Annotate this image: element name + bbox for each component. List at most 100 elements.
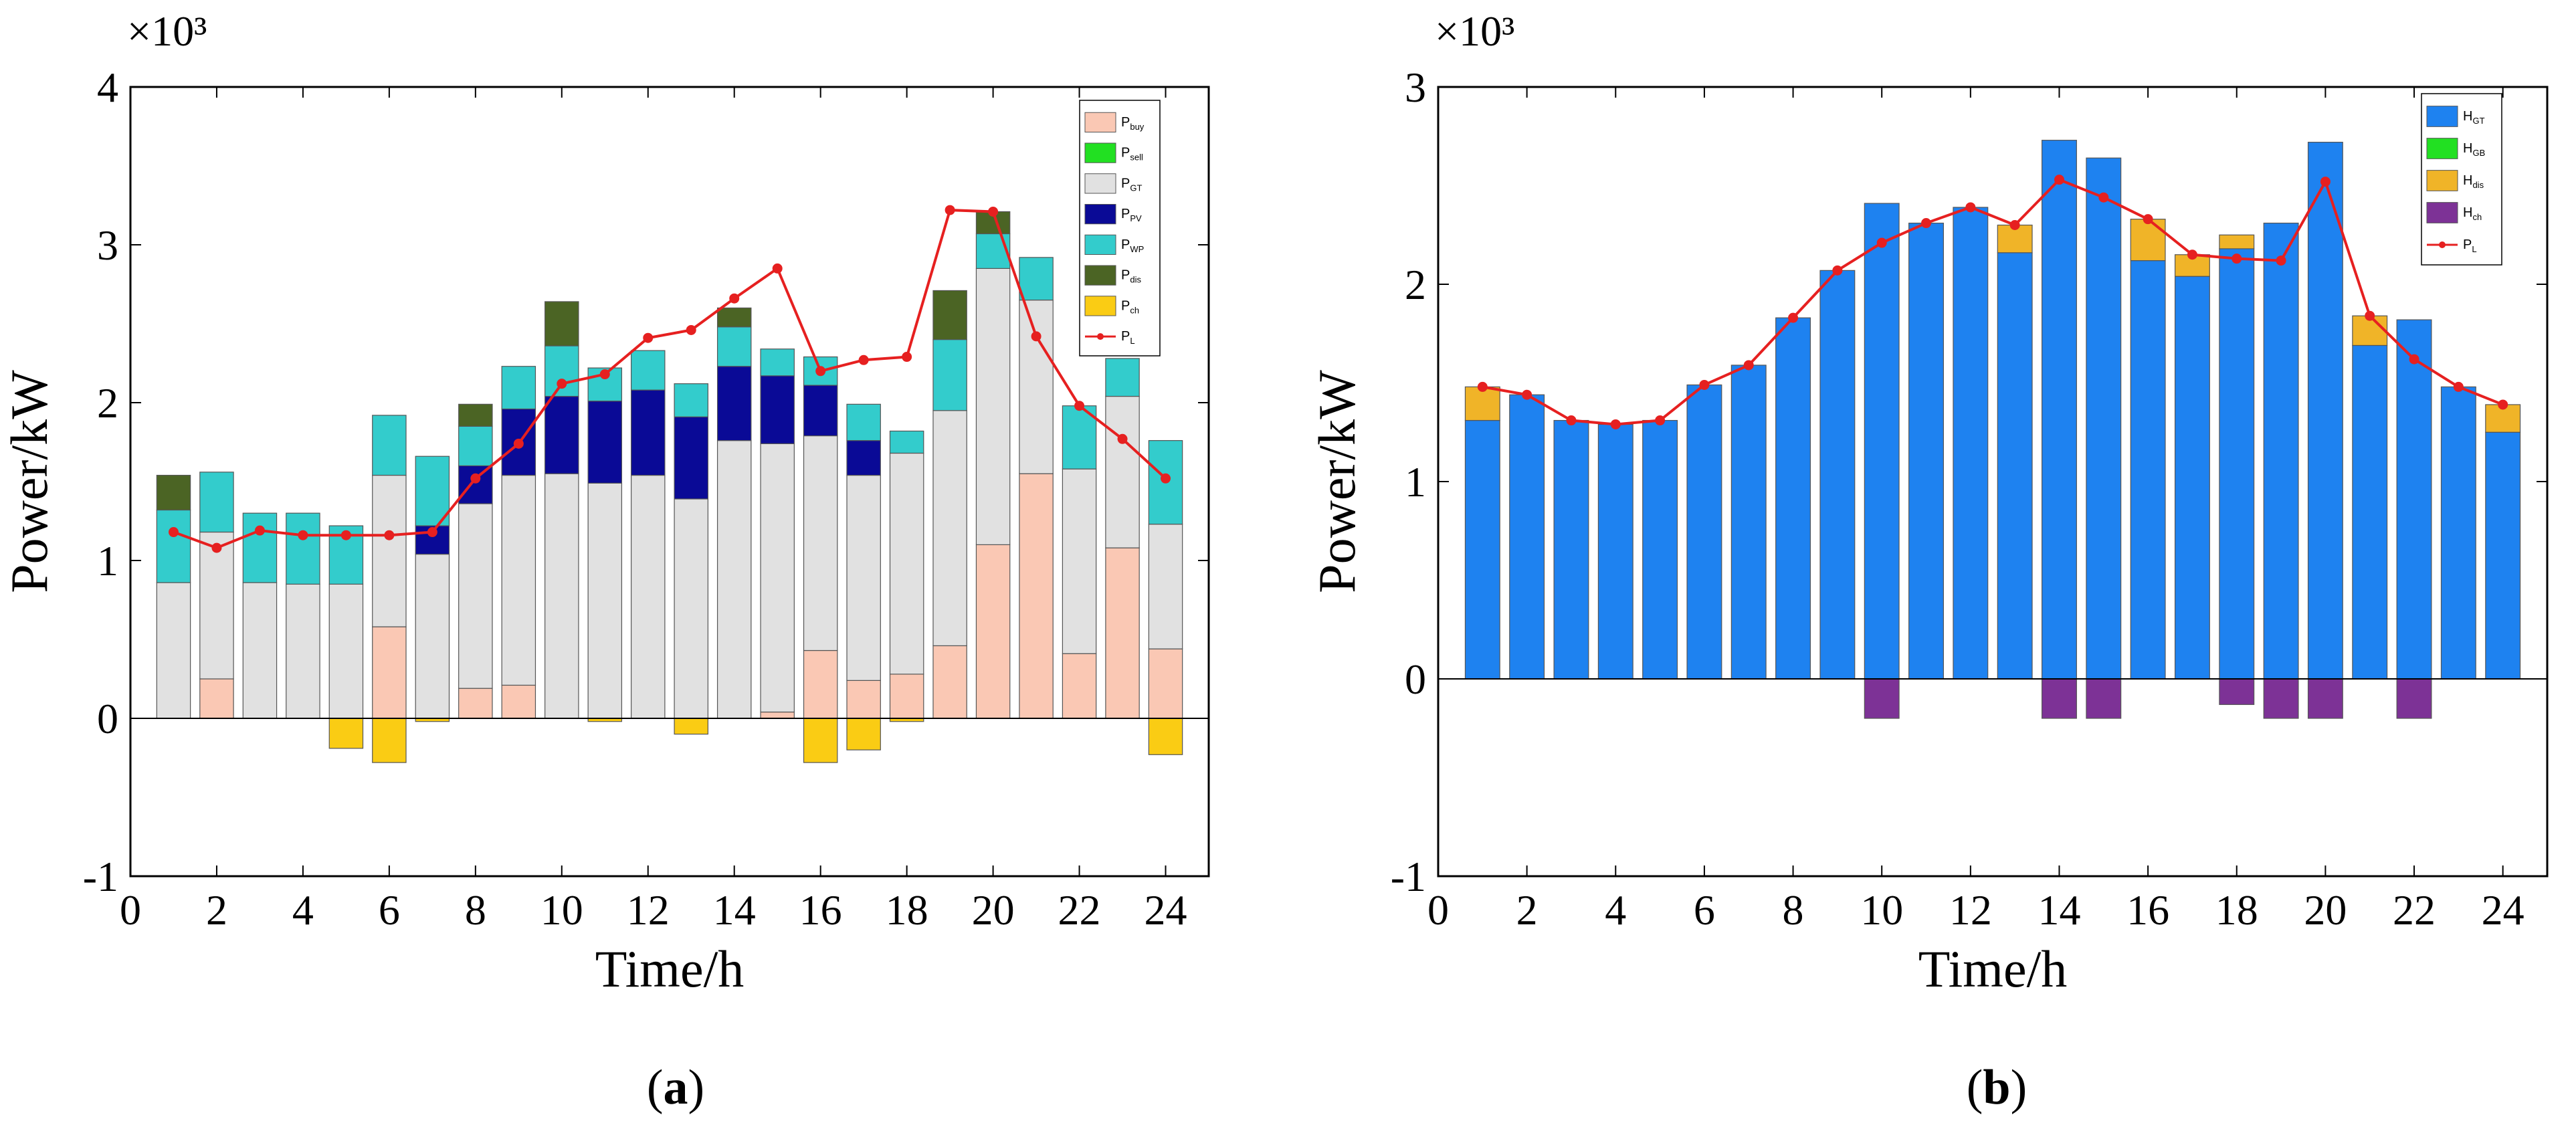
p0-bar-PV-11 <box>587 401 623 484</box>
p0-point-L-17 <box>858 354 869 365</box>
p1-point-L-7 <box>1743 360 1754 371</box>
p0-x-tick-label-2: 2 <box>206 886 227 934</box>
p0-bar-WP-17 <box>846 403 881 441</box>
p0-point-L-19 <box>945 205 955 215</box>
p0-bar-WP-22 <box>1062 405 1097 470</box>
p0-bar-dis-14 <box>716 307 752 328</box>
p0-panel-label: (a) <box>647 1060 704 1115</box>
p1-point-L-19 <box>2276 255 2286 266</box>
p0-legend-label-L: PL <box>1121 329 1135 346</box>
p0-legend-swatch-PV <box>1084 203 1116 225</box>
p0-point-L-4 <box>298 530 308 540</box>
p1-point-L-22 <box>2409 354 2419 365</box>
p0-x-tick-label-4: 4 <box>292 886 314 934</box>
p0-bar-dis-8 <box>458 403 493 427</box>
p0-bar-buy-8 <box>458 688 493 719</box>
p1-point-L-18 <box>2232 253 2242 264</box>
p0-bar-PV-13 <box>674 416 708 500</box>
p0-point-L-11 <box>599 369 610 380</box>
p1-line-L <box>1482 178 2504 426</box>
p0-point-L-23 <box>1117 433 1128 444</box>
p1-point-L-17 <box>2187 249 2197 260</box>
p0-bar-buy-9 <box>501 684 536 719</box>
p0-point-L-18 <box>902 352 912 363</box>
p1-x-axis-title: Time/h <box>1918 940 2068 998</box>
p0-legend-swatch-GT <box>1084 173 1116 194</box>
p0-bar-GT-15 <box>760 443 795 713</box>
p0-y-tick-label-4: 4 <box>97 64 118 111</box>
p0-bar-WP-10 <box>544 345 579 397</box>
p1-point-L-1 <box>1477 381 1488 392</box>
p0-bar-dis-10 <box>544 301 579 346</box>
p1-bar-GT-2 <box>1509 394 1545 680</box>
p1-y-tick-label-1: 1 <box>1405 458 1426 506</box>
p1-x-tick-label-12: 12 <box>1949 886 1992 934</box>
p0-x-tick-label-22: 22 <box>1058 886 1101 934</box>
p0-bar-PV-16 <box>803 385 838 437</box>
p1-point-L-13 <box>2009 220 2020 230</box>
p0-line-L <box>173 209 1167 550</box>
p0-legend-swatch-WP <box>1084 234 1116 255</box>
p0-point-L-20 <box>988 206 999 217</box>
p1-x-tick-label-4: 4 <box>1605 886 1626 934</box>
p0-bar-GT-9 <box>501 474 536 686</box>
p1-point-L-15 <box>2098 192 2109 203</box>
p1-bar-GT-18 <box>2219 248 2255 680</box>
p1-bar-GT-7 <box>1730 365 1767 680</box>
p0-point-L-6 <box>384 530 395 540</box>
p0-y-exponent: ×10³ <box>127 7 207 55</box>
p1-bar-dis-16 <box>2130 219 2166 262</box>
p1-point-L-23 <box>2453 381 2464 392</box>
chart-panel-a: 0 2 4 6 8 10 12 14 16 18 20 22 24-101234×10³Time/hPo… <box>0 7 1210 1115</box>
p0-bar-buy-15 <box>760 711 795 719</box>
p1-bar-ch-18 <box>2219 678 2255 705</box>
p1-point-L-24 <box>2498 399 2508 410</box>
p0-bar-GT-4 <box>286 583 320 719</box>
p0-bar-dis-19 <box>932 290 967 340</box>
p0-bar-WP-18 <box>889 430 924 454</box>
p0-bar-buy-18 <box>889 674 924 719</box>
p0-x-tick-label-18: 18 <box>886 886 928 934</box>
p0-point-L-7 <box>427 527 437 538</box>
p1-legend-label-L: PL <box>2463 237 2477 254</box>
p0-bar-GT-19 <box>932 410 967 647</box>
p0-y-tick-label--1: -1 <box>83 853 118 900</box>
p0-y-tick-label-1: 1 <box>97 537 118 585</box>
p1-x-tick-label-16: 16 <box>2126 886 2169 934</box>
p0-bar-GT-8 <box>458 503 493 689</box>
p0-bar-WP-13 <box>674 383 708 417</box>
p0-bar-dis-1 <box>156 474 191 511</box>
p0-legend-label-PV: PPV <box>1121 207 1142 223</box>
p1-legend-marker-L <box>2439 241 2446 248</box>
p0-bar-PV-14 <box>716 366 752 441</box>
p0-bar-GT-12 <box>631 474 666 719</box>
p0-bar-buy-17 <box>846 680 881 719</box>
p1-legend-swatch-GT <box>2426 106 2458 127</box>
p0-point-L-16 <box>815 366 826 377</box>
p0-bar-GT-10 <box>544 473 579 719</box>
p0-bar-buy-23 <box>1105 547 1140 719</box>
p1-y-tick-label-0: 0 <box>1405 655 1426 703</box>
p0-bar-GT-16 <box>803 435 838 651</box>
p1-panel-label: (b) <box>1967 1060 2027 1115</box>
p0-bar-WP-14 <box>716 326 752 367</box>
p0-point-L-12 <box>643 332 654 343</box>
p0-bar-buy-20 <box>975 544 1011 719</box>
p0-bar-PV-15 <box>760 375 795 444</box>
p1-x-tick-label-18: 18 <box>2215 886 2258 934</box>
p0-bar-ch-6 <box>372 718 407 763</box>
p0-legend-swatch-dis <box>1084 265 1116 286</box>
p0-bar-buy-16 <box>803 649 838 719</box>
p0-bar-GT-18 <box>889 452 924 675</box>
p1-bar-GT-13 <box>1997 252 2033 680</box>
p0-bar-PV-12 <box>631 389 666 476</box>
p0-bar-WP-23 <box>1105 358 1140 397</box>
p0-bar-buy-2 <box>199 678 234 719</box>
p0-legend-box <box>1079 100 1161 356</box>
p1-bar-dis-1 <box>1464 386 1500 421</box>
p1-x-tick-label-14: 14 <box>2038 886 2080 934</box>
p0-legend-label-dis: Pdis <box>1121 268 1141 285</box>
p1-bar-ch-19 <box>2263 678 2299 719</box>
p0-legend-swatch-ch <box>1084 296 1116 316</box>
